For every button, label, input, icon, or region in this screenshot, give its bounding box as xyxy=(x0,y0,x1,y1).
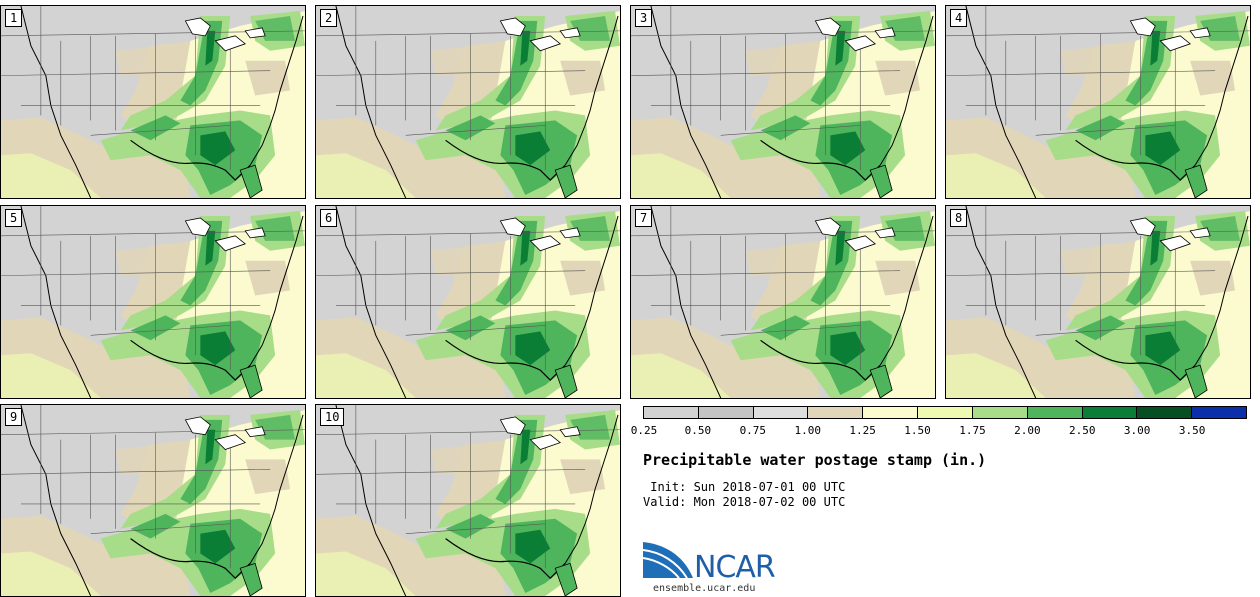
colorbar-tick-label: 1.50 xyxy=(904,424,931,437)
colorbar-tick-labels: 0.25 0.50 0.75 1.00 1.25 1.50 1.75 2.00 2.50 3.00… xyxy=(631,424,1247,440)
colorbar-tick-label: 0.75 xyxy=(739,424,767,437)
precipitable-water-map xyxy=(316,206,620,398)
stamp-panel-1: 1 xyxy=(0,5,306,199)
valid-time: Valid: Mon 2018-07-02 00 UTC xyxy=(643,495,846,509)
member-label: 5 xyxy=(5,209,23,227)
colorbar-tick-label: 2.50 xyxy=(1069,424,1096,437)
stamp-panel-2: 2 xyxy=(315,5,621,199)
ncar-swoosh-icon xyxy=(643,542,693,579)
page-title: Precipitable water postage stamp (in.) xyxy=(643,451,987,469)
colorbar-tick-label: 3.00 xyxy=(1123,424,1151,437)
member-label: 10 xyxy=(320,408,345,426)
ncar-wordmark: NCAR xyxy=(694,550,776,585)
colorbar-swatch xyxy=(697,407,753,418)
stamp-panel-9: 9 xyxy=(0,404,306,597)
member-label: 7 xyxy=(635,209,653,227)
colorbar xyxy=(643,406,1247,419)
colorbar-swatch xyxy=(917,407,972,418)
colorbar-tick-label: 1.00 xyxy=(794,424,821,437)
precipitable-water-map xyxy=(316,405,620,596)
colorbar-swatch xyxy=(752,407,808,418)
init-time: Init: Sun 2018-07-01 00 UTC xyxy=(643,480,846,494)
member-label: 4 xyxy=(950,9,968,27)
colorbar-tick-label: 1.25 xyxy=(849,424,876,437)
colorbar-swatch xyxy=(862,407,918,418)
stamp-panel-7: 7 xyxy=(630,205,936,399)
colorbar-tick-label: 3.50 xyxy=(1178,424,1206,437)
stamp-panel-10: 10 xyxy=(315,404,621,597)
colorbar-tick-label: 1.75 xyxy=(959,424,986,437)
run-times: Init: Sun 2018-07-01 00 UTC Valid: Mon 2… xyxy=(643,480,845,510)
colorbar-swatch xyxy=(971,407,1027,418)
colorbar-tick-label: 2.00 xyxy=(1014,424,1041,437)
precipitable-water-map xyxy=(631,206,935,398)
precipitable-water-map xyxy=(946,6,1250,198)
colorbar-swatch xyxy=(1191,407,1246,418)
colorbar-swatch xyxy=(1026,407,1082,418)
precipitable-water-map xyxy=(631,6,935,198)
precipitable-water-map xyxy=(946,206,1250,398)
colorbar-tick-label: 0.50 xyxy=(684,424,712,437)
colorbar-swatch xyxy=(1136,407,1192,418)
logo-url: ensemble.ucar.edu xyxy=(653,583,756,594)
colorbar-swatch xyxy=(807,407,863,418)
member-label: 1 xyxy=(5,9,23,27)
precipitable-water-map xyxy=(1,206,305,398)
stamp-panel-4: 4 xyxy=(945,5,1251,199)
stamp-panel-8: 8 xyxy=(945,205,1251,399)
member-label: 6 xyxy=(320,209,338,227)
member-label: 2 xyxy=(320,9,338,27)
precipitable-water-map xyxy=(1,6,305,198)
precipitable-water-map xyxy=(316,6,620,198)
stamp-panel-5: 5 xyxy=(0,205,306,399)
colorbar-tick-label: 0.25 xyxy=(630,424,658,437)
member-label: 9 xyxy=(5,408,23,426)
member-label: 3 xyxy=(635,9,653,27)
member-label: 8 xyxy=(950,209,968,227)
ncar-logo: NCAR ensemble.ucar.edu xyxy=(643,540,803,596)
colorbar-swatch xyxy=(644,407,698,418)
colorbar-swatch xyxy=(1081,407,1137,418)
stamp-panel-3: 3 xyxy=(630,5,936,199)
precipitable-water-map xyxy=(1,405,305,596)
stamp-panel-6: 6 xyxy=(315,205,621,399)
